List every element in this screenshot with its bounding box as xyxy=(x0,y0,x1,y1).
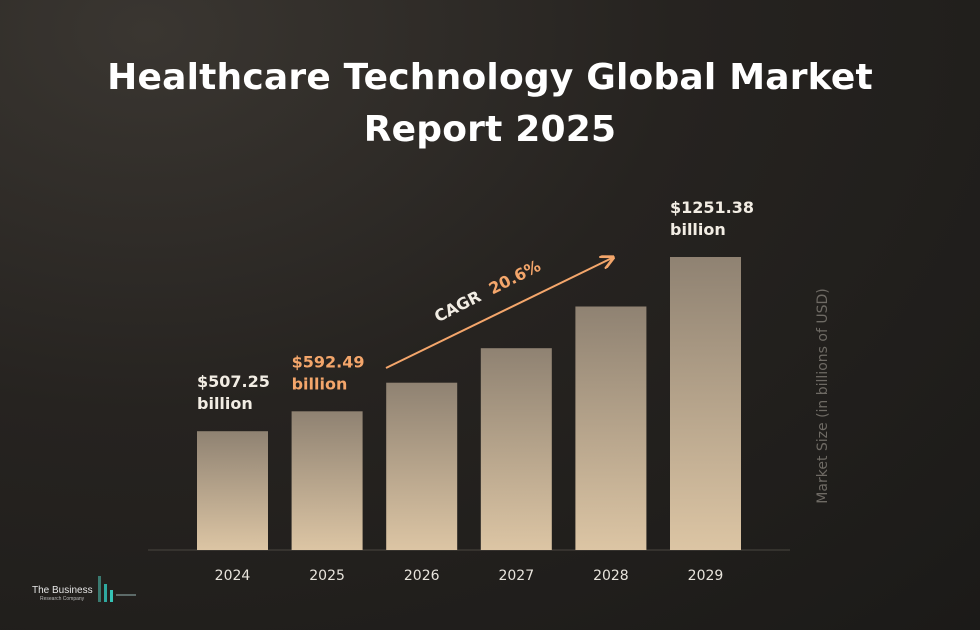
cagr-arrow xyxy=(385,258,612,369)
data-label-unit: billion xyxy=(292,374,348,393)
bar-2024 xyxy=(197,431,268,550)
data-label-value: $1251.38 xyxy=(670,198,754,217)
cagr-annotation: CAGR 20.6% xyxy=(431,256,544,326)
x-tick-2025: 2025 xyxy=(309,568,345,584)
data-label-2025: $592.49 billion xyxy=(292,352,365,393)
logo-subtitle: Research Company xyxy=(40,596,85,602)
cagr-value: 20.6% xyxy=(486,256,544,298)
data-label-2024: $507.25 billion xyxy=(197,372,270,413)
data-label-value: $507.25 xyxy=(197,372,270,391)
data-label-2029: $1251.38 billion xyxy=(670,198,754,239)
logo-name: The Business xyxy=(32,585,93,596)
x-tick-2028: 2028 xyxy=(593,568,629,584)
chart-title-line-2: Report 2025 xyxy=(363,109,617,150)
chart-title-line-1: Healthcare Technology Global Market xyxy=(107,57,873,98)
x-tick-2024: 2024 xyxy=(215,568,251,584)
bar-2029 xyxy=(670,257,741,550)
x-ticks-group: 2024 2025 2026 2027 2028 2029 xyxy=(215,568,724,584)
x-tick-2027: 2027 xyxy=(498,568,534,584)
x-tick-2029: 2029 xyxy=(688,568,724,584)
x-tick-2026: 2026 xyxy=(404,568,440,584)
data-label-unit: billion xyxy=(197,394,253,413)
chart-title: Healthcare Technology Global Market Repo… xyxy=(0,52,980,156)
bar-2026 xyxy=(386,382,458,550)
company-logo: The Business Research Company xyxy=(30,570,150,606)
cagr-prefix: CAGR xyxy=(431,287,484,326)
bar-2025 xyxy=(291,411,363,550)
data-labels-group: $507.25 billion $592.49 billion $1251.38 bill… xyxy=(197,198,754,413)
logo-bars-icon xyxy=(98,576,136,602)
data-label-value: $592.49 xyxy=(292,352,365,371)
y-axis-label: Market Size (in billions of USD) xyxy=(815,288,831,503)
data-label-unit: billion xyxy=(670,220,726,239)
bar-2027 xyxy=(480,348,552,550)
bar-2028 xyxy=(575,306,647,550)
bars-group xyxy=(197,257,741,550)
